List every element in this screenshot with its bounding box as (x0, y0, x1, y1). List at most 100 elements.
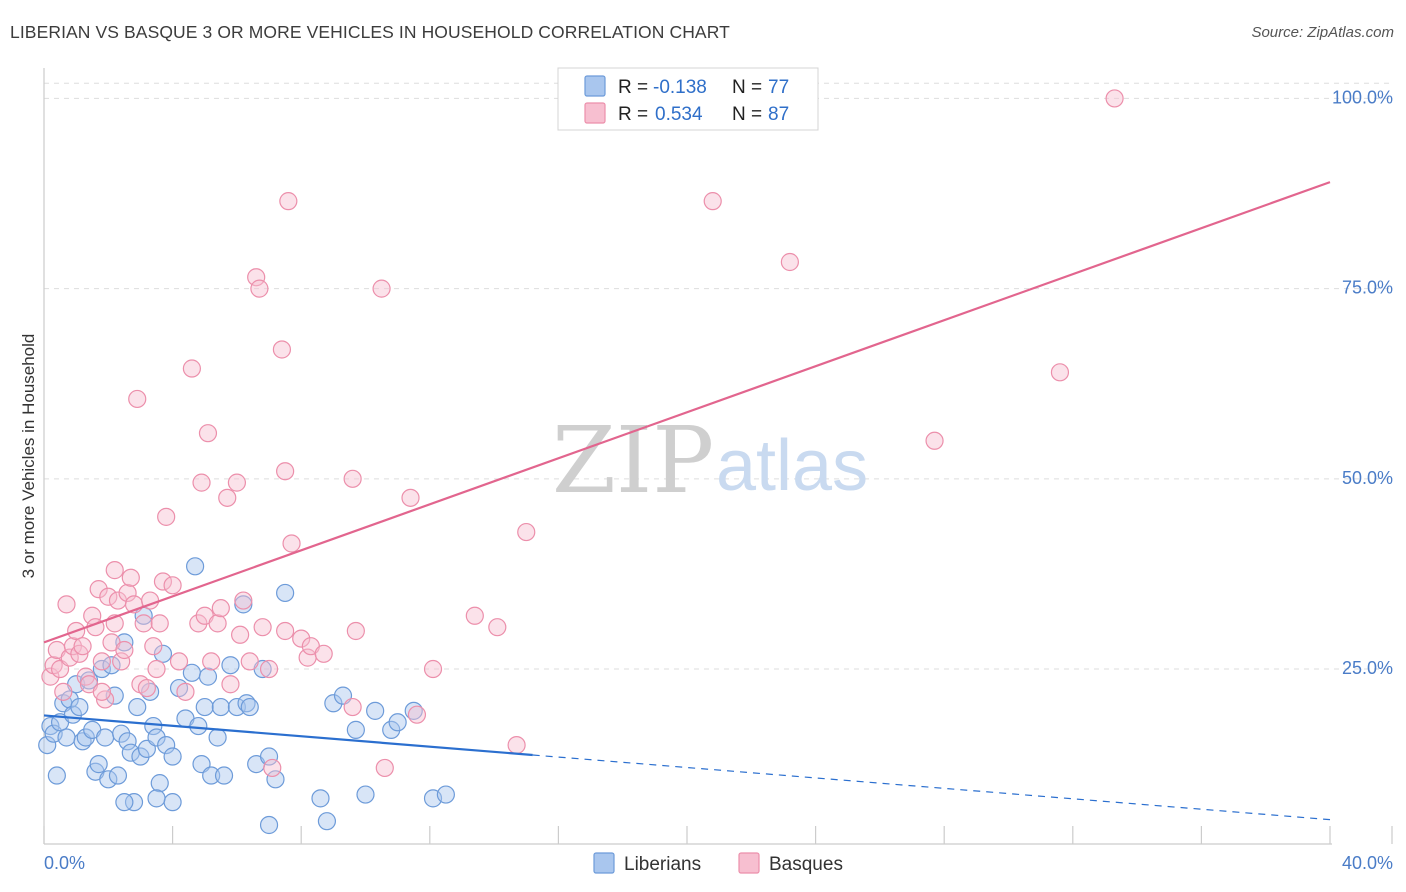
basque-point (925, 431, 944, 450)
legend-basque-r-label: R = (618, 104, 648, 125)
liberian-point (128, 697, 147, 717)
liberian-point (112, 724, 131, 743)
basque-point (218, 488, 237, 507)
liberian-point (124, 793, 144, 812)
gridlines (44, 82, 1392, 670)
basque-point (89, 580, 108, 599)
y-tick-labels: 25.0% 50.0% 75.0% 100.0% (1332, 87, 1393, 678)
basque-point (121, 568, 140, 587)
basque-point (60, 648, 79, 667)
x-tick-label-max: 40.0% (1342, 853, 1393, 873)
liberian-trend-line (43, 714, 533, 757)
basque-point (263, 758, 282, 778)
liberian-point (92, 659, 111, 679)
basque-point (272, 340, 292, 359)
liberian-point (195, 697, 214, 717)
basque-point (144, 637, 163, 656)
basque-point (41, 667, 60, 686)
basque-point (92, 652, 111, 671)
basque-point (517, 522, 536, 542)
trend-lines (43, 181, 1331, 821)
basque-point (115, 640, 134, 660)
legend-basque-n-value: 87 (768, 104, 789, 125)
liberian-point (324, 694, 343, 713)
liberian-point (214, 766, 234, 785)
basque-point (465, 606, 484, 625)
liberian-point (150, 774, 169, 793)
basque-point (118, 583, 137, 603)
liberian-point (234, 595, 253, 614)
basque-point (279, 192, 298, 211)
basque-point (105, 561, 124, 580)
basque-point (63, 637, 83, 656)
liberian-trend-extrapolation (532, 754, 1331, 821)
basque-point (157, 507, 176, 526)
liberian-point (227, 697, 246, 717)
y-axis-label: 3 or more Vehicles in Household (19, 334, 38, 579)
liberian-point (163, 747, 182, 766)
basque-point (375, 758, 394, 778)
liberian-point (346, 720, 365, 739)
y-tick-label: 25.0% (1342, 658, 1393, 678)
basque-points (41, 89, 1124, 778)
bottom-legend-liberian-label: Liberians (624, 854, 701, 875)
liberian-point (240, 697, 259, 717)
liberian-point (259, 815, 279, 835)
y-tick-label: 100.0% (1332, 87, 1393, 107)
liberian-point (157, 735, 176, 755)
bottom-legend-basque-label: Basques (769, 854, 843, 875)
liberian-point (202, 766, 221, 785)
basque-point (92, 682, 111, 701)
x-axis-ticks (43, 826, 1393, 844)
basque-point (134, 614, 153, 633)
liberian-point (118, 732, 137, 751)
y-tick-label: 50.0% (1342, 468, 1393, 488)
liberian-point (115, 793, 134, 812)
basque-point (227, 473, 246, 492)
liberian-point (102, 656, 121, 675)
basque-point (343, 469, 362, 488)
basque-point (240, 652, 259, 671)
basque-point (703, 192, 722, 211)
liberian-point (57, 728, 76, 747)
basque-point (780, 252, 799, 272)
liberian-point (317, 812, 337, 831)
chart-title: LIBERIAN VS BASQUE 3 OR MORE VEHICLES IN… (10, 22, 730, 42)
liberian-point (47, 766, 66, 785)
basque-point (99, 587, 118, 606)
liberian-point (147, 728, 166, 747)
liberian-point (76, 728, 95, 747)
basque-point (253, 618, 272, 637)
liberian-point (131, 747, 150, 766)
legend-liberian-n-value: 77 (768, 77, 789, 98)
liberian-point (259, 747, 279, 766)
basque-point (192, 473, 211, 492)
basque-point (57, 595, 76, 614)
basque-point (231, 625, 250, 644)
liberian-point (356, 785, 375, 804)
basque-point (250, 279, 269, 298)
basque-point (488, 618, 507, 637)
basque-point (282, 534, 301, 553)
liberian-point (99, 770, 118, 789)
basque-point (247, 268, 266, 287)
basque-point (221, 675, 240, 694)
liberian-point (153, 644, 173, 663)
basque-point (54, 682, 73, 701)
bottom-legend-liberian-swatch (593, 852, 615, 874)
watermark-zip: ZIP (552, 407, 714, 514)
basque-point (1105, 89, 1124, 108)
basque-point (234, 591, 253, 610)
basque-point (150, 614, 169, 633)
legend-liberian-r-label: R = (618, 77, 648, 98)
x-tick-label-min: 0.0% (44, 853, 85, 873)
legend-liberian-n-label: N = (732, 77, 762, 98)
basque-point (112, 652, 131, 671)
liberian-point (382, 720, 401, 739)
liberian-point (186, 557, 205, 576)
liberian-point (147, 789, 166, 808)
basque-point (1050, 363, 1070, 382)
basque-point (147, 659, 166, 679)
basque-point (128, 389, 147, 409)
